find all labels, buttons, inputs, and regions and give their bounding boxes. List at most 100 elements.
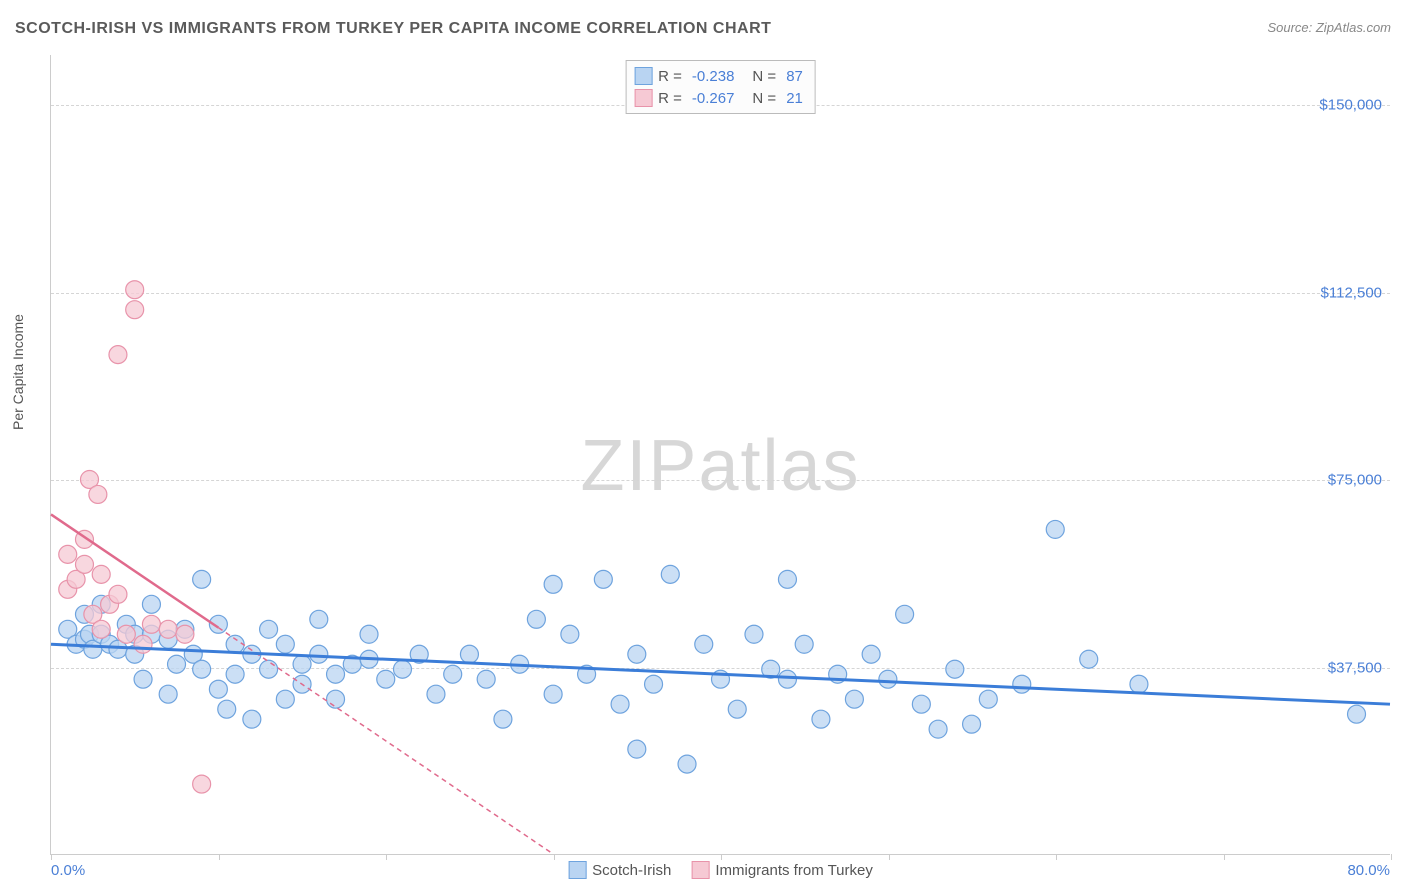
data-point xyxy=(745,625,763,643)
data-point xyxy=(193,660,211,678)
legend-swatch-turkey xyxy=(691,861,709,879)
data-point xyxy=(963,715,981,733)
data-point xyxy=(929,720,947,738)
data-point xyxy=(444,665,462,683)
legend-swatch-scotch-irish xyxy=(568,861,586,879)
data-point xyxy=(611,695,629,713)
r-value-1: -0.267 xyxy=(692,90,735,107)
bottom-legend: Scotch-Irish Immigrants from Turkey xyxy=(568,861,873,879)
data-point xyxy=(310,645,328,663)
data-point xyxy=(360,625,378,643)
x-tick xyxy=(554,854,555,860)
n-value-0: 87 xyxy=(786,68,803,85)
data-point xyxy=(912,695,930,713)
data-point xyxy=(862,645,880,663)
correlation-stats-box: R = -0.238 N = 87 R = -0.267 N = 21 xyxy=(625,60,816,114)
x-tick xyxy=(889,854,890,860)
data-point xyxy=(778,570,796,588)
data-point xyxy=(327,665,345,683)
data-point xyxy=(645,675,663,693)
data-point xyxy=(142,595,160,613)
data-point xyxy=(460,645,478,663)
x-tick xyxy=(219,854,220,860)
data-point xyxy=(979,690,997,708)
data-point xyxy=(544,575,562,593)
data-point xyxy=(293,655,311,673)
data-point xyxy=(218,700,236,718)
data-point xyxy=(75,555,93,573)
data-point xyxy=(628,740,646,758)
data-point xyxy=(393,660,411,678)
data-point xyxy=(260,620,278,638)
data-point xyxy=(193,775,211,793)
regression-line-scotch-irish xyxy=(51,644,1390,704)
data-point xyxy=(427,685,445,703)
n-label-1: N = xyxy=(752,90,776,107)
data-point xyxy=(896,605,914,623)
data-point xyxy=(159,620,177,638)
data-point xyxy=(260,660,278,678)
data-point xyxy=(168,655,186,673)
data-point xyxy=(117,625,135,643)
n-label-0: N = xyxy=(752,68,776,85)
chart-area: ZIPatlas $37,500$75,000$112,500$150,000 … xyxy=(50,55,1390,855)
data-point xyxy=(628,645,646,663)
x-tick xyxy=(1391,854,1392,860)
data-point xyxy=(126,281,144,299)
data-point xyxy=(1080,650,1098,668)
data-point xyxy=(477,670,495,688)
stats-row-turkey: R = -0.267 N = 21 xyxy=(634,87,807,109)
x-tick xyxy=(386,854,387,860)
data-point xyxy=(134,670,152,688)
swatch-turkey xyxy=(634,89,652,107)
data-point xyxy=(946,660,964,678)
data-point xyxy=(193,570,211,588)
data-point xyxy=(142,615,160,633)
data-point xyxy=(1130,675,1148,693)
data-point xyxy=(109,346,127,364)
r-value-0: -0.238 xyxy=(692,68,735,85)
data-point xyxy=(226,665,244,683)
data-point xyxy=(879,670,897,688)
data-point xyxy=(527,610,545,628)
data-point xyxy=(778,670,796,688)
data-point xyxy=(561,625,579,643)
regression-line-turkey-dashed xyxy=(218,628,553,854)
data-point xyxy=(494,710,512,728)
r-label-0: R = xyxy=(658,68,682,85)
data-point xyxy=(1046,520,1064,538)
data-point xyxy=(276,635,294,653)
data-point xyxy=(812,710,830,728)
x-axis-max-label: 80.0% xyxy=(1347,862,1390,879)
legend-label-turkey: Immigrants from Turkey xyxy=(715,862,873,879)
data-point xyxy=(243,710,261,728)
data-point xyxy=(544,685,562,703)
data-point xyxy=(678,755,696,773)
data-point xyxy=(226,635,244,653)
data-point xyxy=(176,625,194,643)
data-point xyxy=(1013,675,1031,693)
legend-scotch-irish: Scotch-Irish xyxy=(568,861,671,879)
data-point xyxy=(661,565,679,583)
data-point xyxy=(276,690,294,708)
legend-turkey: Immigrants from Turkey xyxy=(691,861,873,879)
data-point xyxy=(159,685,177,703)
r-label-1: R = xyxy=(658,90,682,107)
data-point xyxy=(310,610,328,628)
data-point xyxy=(59,545,77,563)
data-point xyxy=(126,301,144,319)
header-bar: SCOTCH-IRISH VS IMMIGRANTS FROM TURKEY P… xyxy=(15,20,1391,50)
chart-title: SCOTCH-IRISH VS IMMIGRANTS FROM TURKEY P… xyxy=(15,20,771,37)
y-axis-label: Per Capita Income xyxy=(10,314,26,430)
x-axis-min-label: 0.0% xyxy=(51,862,85,879)
x-tick xyxy=(1056,854,1057,860)
x-tick xyxy=(51,854,52,860)
data-point xyxy=(845,690,863,708)
stats-row-scotch-irish: R = -0.238 N = 87 xyxy=(634,65,807,87)
data-point xyxy=(728,700,746,718)
x-tick xyxy=(721,854,722,860)
legend-label-scotch-irish: Scotch-Irish xyxy=(592,862,671,879)
data-point xyxy=(327,690,345,708)
n-value-1: 21 xyxy=(786,90,803,107)
data-point xyxy=(89,485,107,503)
